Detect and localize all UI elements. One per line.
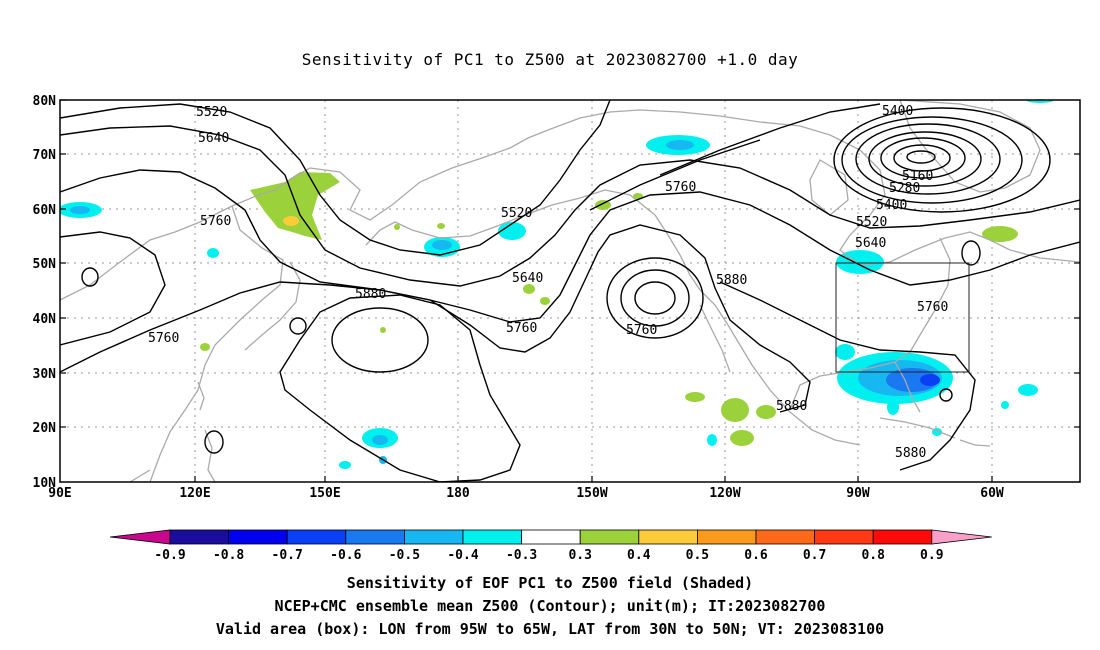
sensitivity-shading xyxy=(60,100,1054,469)
colorbar-segment xyxy=(872,529,933,545)
caption-line-1: Sensitivity of EOF PC1 to Z500 field (Sh… xyxy=(346,574,754,592)
colorbar-tick-label: -0.9 xyxy=(154,548,185,563)
colorbar-tick-label: 0.9 xyxy=(920,548,943,563)
colorbar-tick-label: 0.4 xyxy=(627,548,651,563)
colorbar-right-arrow xyxy=(931,529,992,545)
contour-label: 5760 xyxy=(506,321,537,336)
colorbar-segment xyxy=(697,529,757,545)
contour-label: 5160 xyxy=(902,169,933,184)
contour-label: 5760 xyxy=(200,214,231,229)
colorbar-tick-label: -0.3 xyxy=(506,548,537,563)
tick-marks xyxy=(60,99,1080,482)
colorbar: -0.9 -0.8 -0.7 -0.6 -0.5 -0.4 -0.3 0.3 0.4 0.5 0.6… xyxy=(109,529,992,563)
graticule xyxy=(60,100,1080,482)
lon-label: 90E xyxy=(48,486,71,501)
contour-label: 5760 xyxy=(626,323,657,338)
map-title: Sensitivity of PC1 to Z500 at 2023082700… xyxy=(301,50,799,69)
lat-label: 60N xyxy=(33,203,57,218)
contour-label: 5640 xyxy=(512,271,543,286)
valid-area-box xyxy=(835,262,970,373)
colorbar-segment xyxy=(286,529,347,545)
lat-label: 40N xyxy=(33,312,57,327)
lat-label: 80N xyxy=(33,94,57,109)
contour-label: 5400 xyxy=(882,104,913,119)
colorbar-segment xyxy=(462,529,522,545)
colorbar-tick-label: 0.3 xyxy=(568,548,591,563)
caption-line-3: Valid area (box): LON from 95W to 65W, L… xyxy=(215,620,885,638)
colorbar-tick-label: 0.8 xyxy=(861,548,885,563)
contour-label: 5520 xyxy=(196,105,227,120)
colorbar-segment xyxy=(345,529,405,545)
contour-label: 5640 xyxy=(198,131,229,146)
colorbar-left-arrow xyxy=(109,529,171,545)
contour-label: 5400 xyxy=(876,198,907,213)
lat-label: 50N xyxy=(33,257,57,272)
colorbar-tick-label: 0.6 xyxy=(744,548,768,563)
map-area: 5520 5640 5760 5520 5640 5760 5880 5760 … xyxy=(60,100,1080,482)
colorbar-tick-label: -0.6 xyxy=(330,548,361,563)
colorbar-segment xyxy=(638,529,698,545)
contour-label: 5880 xyxy=(776,399,807,414)
contour-label: 5760 xyxy=(148,331,179,346)
colorbar-segment xyxy=(521,529,581,545)
colorbar-tick-label: -0.8 xyxy=(213,548,244,563)
lat-label: 70N xyxy=(33,148,57,163)
contour-label: 5880 xyxy=(895,446,926,461)
latitude-labels: 80N 70N 60N 50N 40N 30N 20N 10N xyxy=(33,94,57,491)
caption-line-2: NCEP+CMC ensemble mean Z500 (Contour); u… xyxy=(274,597,826,615)
contour-label: 5640 xyxy=(855,236,886,251)
contour-labels: 5520 5640 5760 5520 5640 5760 5880 5760 … xyxy=(148,104,948,461)
colorbar-segment xyxy=(228,529,288,545)
colorbar-segment xyxy=(403,529,464,545)
contour-label: 5520 xyxy=(501,206,532,221)
lon-label: 120W xyxy=(709,486,740,501)
lat-label: 10N xyxy=(33,476,57,491)
colorbar-segment xyxy=(814,529,874,545)
longitude-labels: 90E 120E 150E 180 150W 120W 90W 60W xyxy=(48,486,1004,501)
colorbar-tick-label: -0.7 xyxy=(272,548,303,563)
lon-label: 180 xyxy=(446,486,470,501)
colorbar-tick-label: 0.7 xyxy=(803,548,826,563)
contour-label: 5520 xyxy=(856,215,887,230)
colorbar-tick-label: -0.5 xyxy=(389,548,420,563)
lon-label: 120E xyxy=(179,486,210,501)
contour-label: 5760 xyxy=(665,180,696,195)
contour-label: 5880 xyxy=(716,273,747,288)
lon-label: 150W xyxy=(576,486,607,501)
colorbar-tick-label: -0.4 xyxy=(447,548,478,563)
colorbar-segment xyxy=(755,529,815,545)
contour-label: 5760 xyxy=(917,300,948,315)
lon-label: 90W xyxy=(846,486,870,501)
map-frame xyxy=(59,99,1081,483)
colorbar-segment xyxy=(169,529,229,545)
contour-label: 5880 xyxy=(355,287,386,302)
lat-label: 30N xyxy=(33,367,57,382)
contour-label: 5280 xyxy=(889,181,920,196)
lon-label: 150E xyxy=(309,486,340,501)
colorbar-tick-label: 0.5 xyxy=(686,548,709,563)
colorbar-segment xyxy=(579,529,640,545)
z500-contours xyxy=(60,100,1080,482)
lat-label: 20N xyxy=(33,421,57,436)
lon-label: 60W xyxy=(980,486,1004,501)
